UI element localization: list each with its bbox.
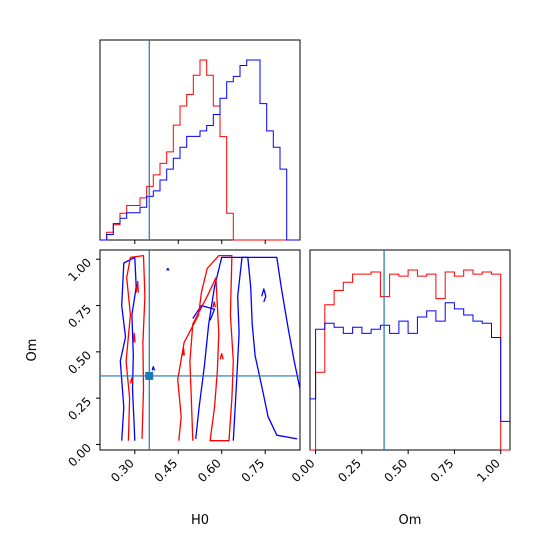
om-x-tick-label: 0.50 xyxy=(381,456,410,485)
om-y-tick-label: 0.75 xyxy=(65,302,94,331)
red-contour-6 xyxy=(181,347,185,356)
red-contour-1 xyxy=(177,254,234,442)
h0-x-tick-label: 0.45 xyxy=(152,456,181,485)
om-histogram-panel xyxy=(309,249,511,451)
blue-contour-5 xyxy=(166,267,170,271)
blue-contour-2 xyxy=(232,256,301,441)
y-axis-label-om: Om xyxy=(25,339,40,362)
blue-contour-3 xyxy=(192,304,216,321)
x-axis-label-h0: H0 xyxy=(191,513,209,528)
h0-histogram-panel xyxy=(99,39,301,241)
truth-marker xyxy=(145,371,154,380)
red-om-histogram xyxy=(310,269,510,451)
om-x-tick-label: 0.25 xyxy=(335,456,364,485)
blue-h0-histogram xyxy=(100,59,300,241)
h0-x-tick-label: 0.75 xyxy=(239,456,268,485)
h0-om-contour-panel xyxy=(99,249,301,451)
red-contour-7 xyxy=(219,353,224,360)
x-axis-label-om: Om xyxy=(399,513,422,528)
om-y-tick-label: 0.50 xyxy=(65,348,94,377)
red-contour-3 xyxy=(129,377,134,384)
blue-om-histogram xyxy=(310,302,510,422)
blue-contour-6 xyxy=(151,366,156,371)
chart-marks: 0.30 0.45 0.60 0.75 0.00 0.25 0.50 0.75 1.00 0.00… xyxy=(65,40,510,485)
om-x-tick-label: 0.75 xyxy=(428,456,457,485)
blue-contour-0 xyxy=(119,256,137,441)
om-y-tick-label: 1.00 xyxy=(65,255,94,284)
blue-contour-1 xyxy=(195,256,298,440)
red-contour-2 xyxy=(132,332,136,343)
blue-contour-4 xyxy=(261,288,267,303)
om-y-tick-label: 0.00 xyxy=(65,441,94,470)
h0-x-tick-label: 0.30 xyxy=(108,456,137,485)
red-h0-histogram xyxy=(100,59,300,241)
om-x-tick-label: 0.00 xyxy=(289,456,318,485)
h0-x-tick-label: 0.60 xyxy=(195,456,224,485)
red-contour-5 xyxy=(212,301,217,308)
red-contour-0 xyxy=(125,254,146,441)
red-contour-4 xyxy=(135,280,139,293)
om-y-tick-label: 0.25 xyxy=(65,394,94,423)
om-x-tick-label: 1.00 xyxy=(474,456,503,485)
